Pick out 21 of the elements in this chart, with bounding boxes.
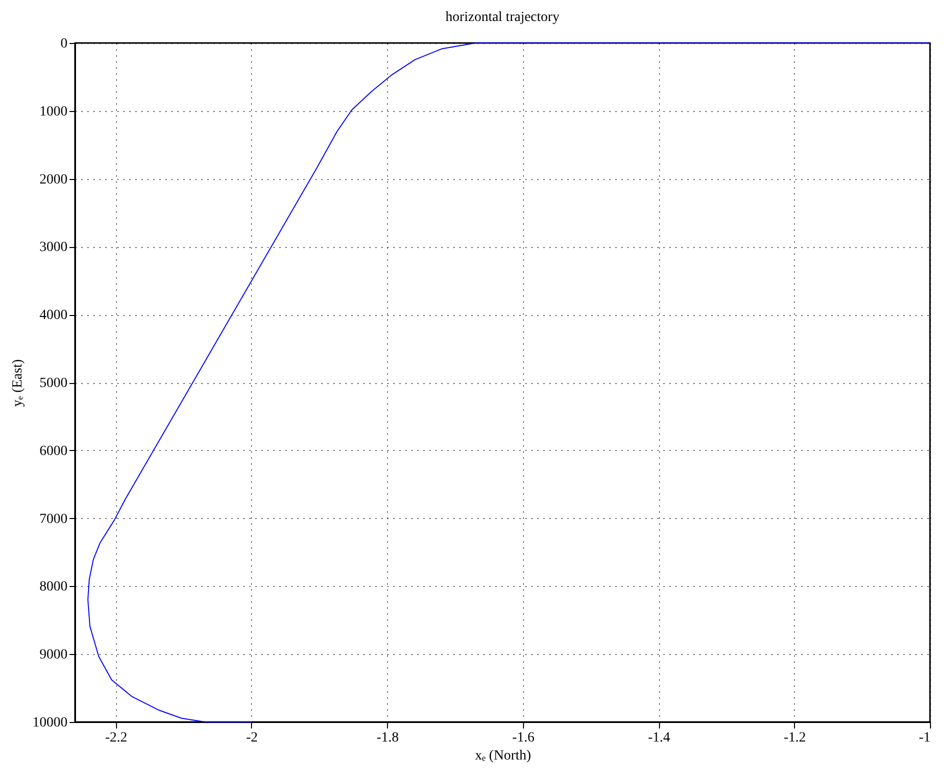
y-tick-label: 10000 (32, 716, 68, 730)
y-tick-label: 7000 (40, 512, 68, 527)
y-tick-label: 4000 (40, 308, 68, 324)
x-tick-label: -1.2 (784, 730, 806, 746)
x-tick-label: -1.8 (376, 730, 399, 746)
y-axis-title: yₑ (East) (10, 358, 26, 407)
x-tick-label: -2.2 (105, 730, 128, 746)
y-tick-label: 1000 (40, 104, 68, 120)
x-axis-title: xₑ (North) (474, 748, 532, 764)
y-tick-label: 0 (60, 36, 68, 52)
y-tick-label: 2000 (40, 172, 68, 188)
y-tick-label: 6000 (40, 444, 68, 459)
x-tick-label: -1 (918, 730, 930, 746)
y-tick-label: 3000 (40, 240, 68, 256)
y-tick-label: 5000 (40, 376, 68, 391)
chart-title: horizontal trajectory (446, 10, 560, 25)
x-tick-label: -1.4 (648, 730, 670, 746)
x-tick-label: -1.6 (512, 730, 534, 746)
x-tick-label: -2 (246, 730, 258, 746)
y-tick-label: 9000 (40, 648, 68, 663)
y-tick-label: 8000 (40, 580, 68, 595)
